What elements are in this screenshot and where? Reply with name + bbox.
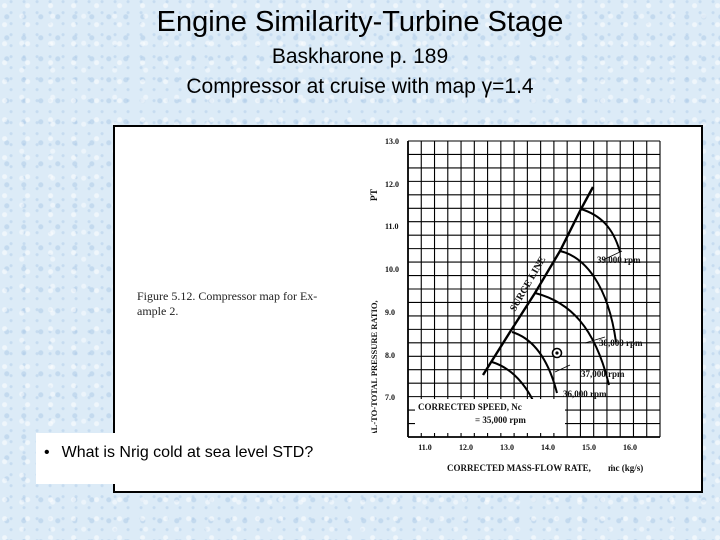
slide-subtitle-reference: Baskharone p. 189: [271, 45, 449, 68]
bullet-dot: •: [44, 444, 50, 461]
leader-39000: [602, 250, 623, 261]
x-tick-label: 11.0: [418, 443, 432, 452]
caption-line-2: ample 2.: [137, 304, 179, 318]
slide-subtitle-description: Compressor at cruise with map γ=1.4: [186, 75, 534, 98]
x-tick-label: 15.0: [582, 443, 596, 452]
speed-line-37000: [534, 292, 610, 386]
leader-38000: [584, 336, 606, 344]
leader-37000: [554, 364, 571, 373]
speed-label-39000: 39,000 rpm: [597, 255, 641, 265]
compressor-map-chart: 13.0 12.0 11.0 10.0 9.0 8.0 7.0 11.0 12.0 13.0 14…: [369, 137, 661, 473]
bullet-item: • What is Nrig cold at sea level STD?: [44, 444, 313, 462]
speed-title-backdrop: [415, 399, 565, 433]
speed-line-36000: [511, 331, 558, 394]
speed-title-line-2: = 35,000 rpm: [475, 415, 526, 425]
y-axis-ticks: 13.0 12.0 11.0 10.0 9.0 8.0 7.0: [385, 137, 399, 402]
compressor-map-figure: Figure 5.12. Compressor map for Ex- ampl…: [113, 125, 703, 493]
y-tick-label: 13.0: [385, 137, 399, 146]
x-axis-ticks: 11.0 12.0 13.0 14.0 15.0 16.0: [418, 443, 637, 452]
y-axis-label: TOTAL-TO-TOTAL PRESSURE RATIO,: [369, 300, 379, 453]
y-tick-label: 9.0: [385, 308, 395, 317]
y-tick-label: 8.0: [385, 351, 395, 360]
slide-title: Engine Similarity-Turbine Stage: [156, 6, 564, 38]
y-tick-label: 7.0: [385, 393, 395, 402]
surge-line: [481, 186, 595, 376]
x-tick-label: 12.0: [459, 443, 473, 452]
x-axis-label: CORRECTED MASS-FLOW RATE,: [447, 463, 591, 473]
chart-grid: [407, 140, 661, 438]
operating-point-center: [555, 351, 559, 355]
speed-label-36000: 36,000 rpm: [563, 389, 607, 399]
x-tick-label: 14.0: [541, 443, 555, 452]
speed-label-37000: 37,000 rpm: [581, 369, 625, 379]
y-axis-symbol: PT: [370, 188, 380, 201]
caption-line-1: Figure 5.12. Compressor map for Ex-: [137, 289, 318, 303]
y-tick-label: 10.0: [385, 265, 399, 274]
x-tick-label: 16.0: [623, 443, 637, 452]
speed-line-39000: [580, 208, 621, 253]
speed-line-38000: [559, 250, 617, 343]
speed-title-line-1: CORRECTED SPEED, Nc: [418, 402, 522, 412]
x-axis-symbol: ṁc (kg/s): [608, 463, 643, 473]
bullet-panel: • What is Nrig cold at sea level STD?: [36, 433, 393, 484]
y-tick-label: 12.0: [385, 180, 399, 189]
x-tick-label: 13.0: [500, 443, 514, 452]
speed-label-38000: 38,000 rpm: [599, 338, 643, 348]
bullet-text: What is Nrig cold at sea level STD?: [61, 444, 314, 461]
figure-caption: Figure 5.12. Compressor map for Ex- ampl…: [137, 289, 367, 319]
y-tick-label: 11.0: [385, 222, 399, 231]
